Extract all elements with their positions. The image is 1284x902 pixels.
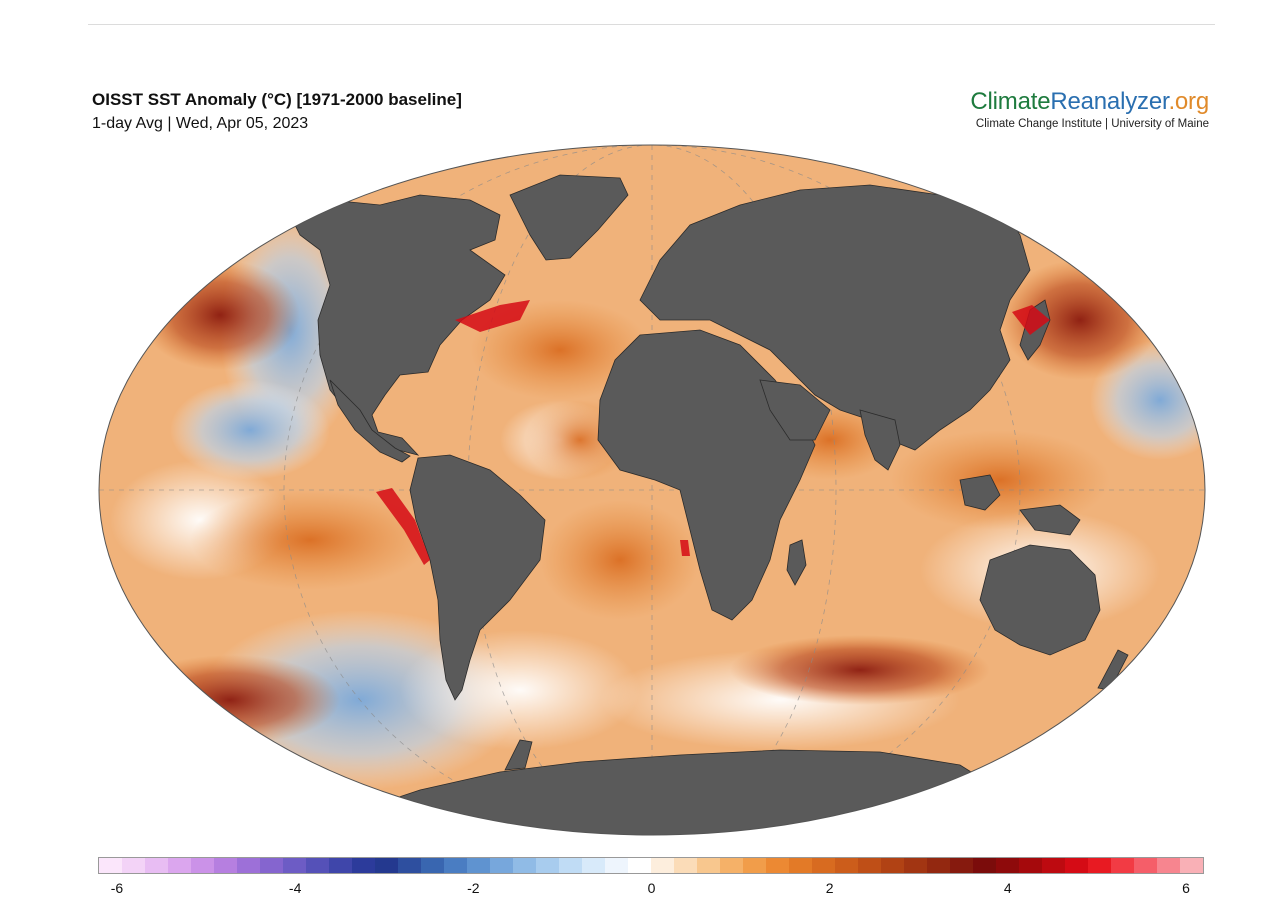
- colorbar-cell: [743, 858, 766, 873]
- colorbar-cell: [973, 858, 996, 873]
- map-title: OISST SST Anomaly (°C) [1971-2000 baseli…: [92, 90, 462, 109]
- colorbar-tick-label: 6: [1182, 880, 1190, 896]
- colorbar-cell: [1042, 858, 1065, 873]
- colorbar-cell: [996, 858, 1019, 873]
- map-subtitle: 1-day Avg | Wed, Apr 05, 2023: [92, 115, 309, 132]
- colorbar-cell: [467, 858, 490, 873]
- colorbar-cell: [605, 858, 628, 873]
- colorbar-cell: [789, 858, 812, 873]
- colorbar-cell: [329, 858, 352, 873]
- colorbar: [98, 857, 1204, 874]
- colorbar-cell: [99, 858, 122, 873]
- colorbar-cell: [306, 858, 329, 873]
- colorbar-cell: [214, 858, 237, 873]
- colorbar-cell: [904, 858, 927, 873]
- colorbar-cell: [582, 858, 605, 873]
- colorbar-cell: [881, 858, 904, 873]
- colorbar-cell: [858, 858, 881, 873]
- colorbar-cell: [168, 858, 191, 873]
- colorbar-cell: [1134, 858, 1157, 873]
- colorbar-tick-label: 0: [647, 880, 656, 896]
- land-masses: [289, 174, 1129, 835]
- colorbar-cell: [927, 858, 950, 873]
- colorbar-cell: [950, 858, 973, 873]
- brand-tagline: Climate Change Institute | University of…: [975, 118, 1209, 130]
- colorbar-cell: [674, 858, 697, 873]
- colorbar-cell: [835, 858, 858, 873]
- brand-name-tld: .org: [1168, 88, 1209, 115]
- colorbar-tick-label: 4: [1003, 880, 1012, 896]
- brand-name-climate: Climate: [970, 88, 1051, 115]
- colorbar-cell: [375, 858, 398, 873]
- colorbar-cell: [720, 858, 743, 873]
- colorbar-cell: [191, 858, 214, 873]
- colorbar-tick-label: -6: [110, 880, 124, 896]
- brand-name-reanalyzer: Reanalyzer: [1050, 88, 1169, 115]
- top-divider: [88, 24, 1215, 25]
- colorbar-cell: [145, 858, 168, 873]
- colorbar-cell: [1157, 858, 1180, 873]
- brand-name: ClimateReanalyzer.org: [970, 88, 1209, 116]
- colorbar-cell: [766, 858, 789, 873]
- colorbar-cell: [812, 858, 835, 873]
- colorbar-cell: [513, 858, 536, 873]
- brand-logo[interactable]: ClimateReanalyzer.org Climate Change Ins…: [970, 88, 1209, 130]
- colorbar-cell: [1088, 858, 1111, 873]
- colorbar-cell: [122, 858, 145, 873]
- colorbar-cell: [398, 858, 421, 873]
- colorbar-cell: [559, 858, 582, 873]
- colorbar-cell: [260, 858, 283, 873]
- colorbar-cell: [444, 858, 467, 873]
- colorbar-tick-label: 2: [825, 880, 834, 896]
- colorbar-cell: [352, 858, 375, 873]
- colorbar-cell: [1180, 858, 1203, 873]
- colorbar-cell: [651, 858, 674, 873]
- ocean-anomaly-field: [99, 145, 1205, 835]
- colorbar-cell: [1019, 858, 1042, 873]
- colorbar-cell: [697, 858, 720, 873]
- colorbar-tick-label: -4: [288, 880, 302, 896]
- colorbar-cell: [283, 858, 306, 873]
- colorbar-cell: [237, 858, 260, 873]
- colorbar-cell: [490, 858, 513, 873]
- colorbar-tick-label: -2: [467, 880, 480, 896]
- colorbar-cell: [628, 858, 651, 873]
- colorbar-cell: [1111, 858, 1134, 873]
- colorbar-cell: [536, 858, 559, 873]
- colorbar-cell: [1065, 858, 1088, 873]
- colorbar-cell: [421, 858, 444, 873]
